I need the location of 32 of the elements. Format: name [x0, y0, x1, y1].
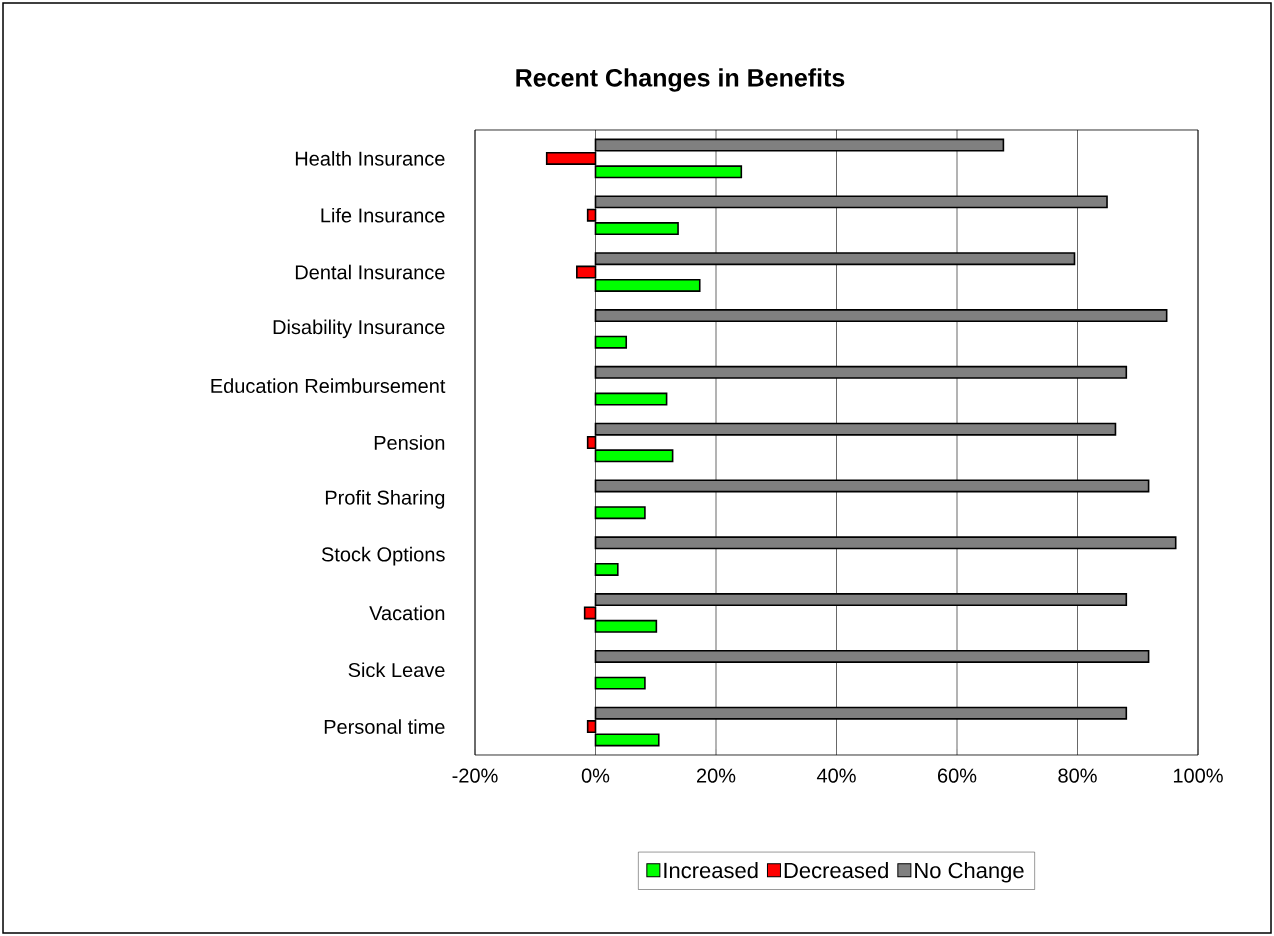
y-tick-label: Vacation: [369, 605, 445, 621]
chart-title: Recent Changes in Benefits: [516, 68, 845, 92]
y-tick-label: Dental Insurance: [295, 264, 445, 280]
x-tick-label: 80%: [1058, 768, 1097, 783]
y-tick-label: Pension: [374, 435, 445, 450]
x-tick-label: 100%: [1173, 768, 1223, 783]
bar: [594, 506, 646, 520]
y-tick-label: Education Reimbursement: [211, 378, 446, 394]
x-tick-label: 60%: [938, 768, 977, 783]
y-tick-label: Health Insurance: [295, 151, 445, 166]
bar: [594, 676, 646, 690]
y-tick-label: Life Insurance: [321, 207, 445, 223]
bar: [594, 536, 1177, 550]
y-tick-label: Disability Insurance: [273, 319, 445, 339]
bar: [594, 479, 1150, 493]
y-tick-label: Personal time: [324, 719, 445, 734]
y-tick-label: Profit Sharing: [325, 489, 445, 509]
legend-label: No Change: [915, 862, 1024, 883]
bar: [594, 563, 619, 576]
bar: [594, 335, 628, 349]
x-tick-label: 20%: [696, 768, 736, 783]
legend-label: Decreased: [784, 862, 888, 879]
legend-label: Increased: [664, 862, 758, 879]
x-tick-label: -20%: [452, 768, 498, 783]
bar: [594, 649, 1150, 663]
bar: [594, 309, 1168, 322]
bar: [594, 365, 1128, 379]
y-tick-label: Stock Options: [321, 546, 445, 566]
y-tick-label: Sick Leave: [348, 662, 445, 678]
bar: [594, 392, 668, 406]
x-tick-label: 40%: [816, 768, 856, 783]
x-tick-label: 0%: [581, 768, 610, 783]
